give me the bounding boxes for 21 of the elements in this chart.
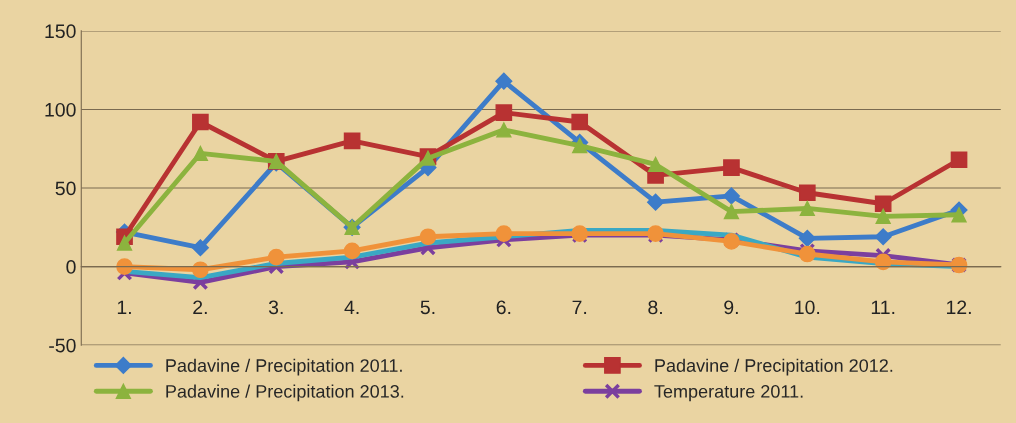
x-tick-label: 5. [420, 300, 435, 315]
x-tick-label: 12. [947, 300, 971, 315]
y-tick-label: 150 [45, 24, 76, 39]
x-tick-label: 1. [117, 300, 131, 315]
x-tick-label: 7. [572, 300, 587, 315]
x-tick-label: 2. [193, 300, 207, 315]
y-tick-label: 100 [45, 102, 76, 117]
x-tick-label: 9. [724, 300, 738, 315]
x-tick-label: 11. [871, 300, 895, 315]
legend-label: Padavine / Precipitation 2012. [655, 358, 893, 376]
x-tick-label: 6. [496, 300, 511, 315]
y-tick-label: -50 [49, 338, 76, 353]
y-tick-label: 50 [55, 181, 76, 196]
x-tick-label: 4. [344, 300, 359, 315]
x-tick-label: 10. [795, 300, 820, 315]
x-tick-label: 3. [268, 300, 283, 315]
y-tick-label: 0 [66, 260, 76, 274]
legend-label: Padavine / Precipitation 2011. [166, 358, 402, 376]
x-tick-label: 8. [648, 300, 662, 315]
legend-label: Padavine / Precipitation 2013. [166, 384, 404, 402]
legend-label: Temperature 2011. [654, 385, 803, 402]
